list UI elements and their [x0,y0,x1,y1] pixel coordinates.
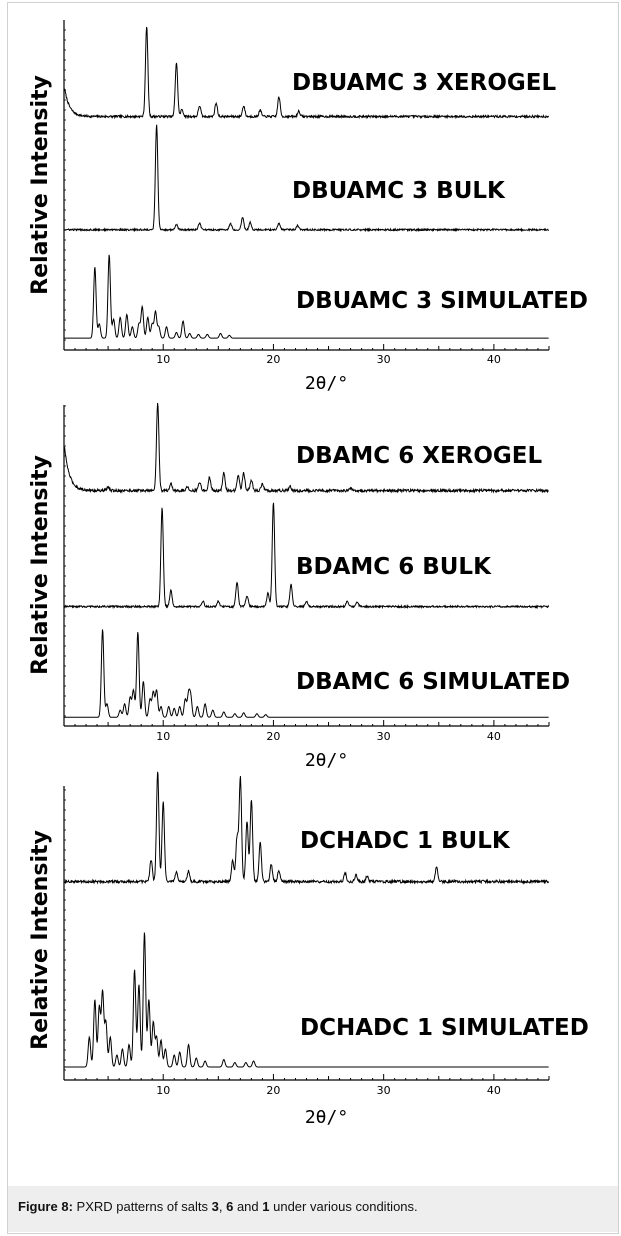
x-axis-label: 2θ/° [305,373,348,394]
x-axis-label: 2θ/° [305,750,348,771]
series-label-dchadc-1-simulated: DCHADC 1 SIMULATED [300,1015,589,1041]
caption-salt-3: 3 [211,1199,219,1214]
panel-dchadc-1: 10 20 30 40 2θ/° Relative Intensity DCHADC 1 B… [28,771,589,1128]
figure-frame [7,2,619,1234]
x-tick-label: 40 [487,353,501,366]
series-line-dbuamc-3-simulated [64,254,549,339]
caption-text-pre: PXRD patterns of salts [72,1199,212,1214]
x-tick-label: 40 [487,1084,501,1097]
series-label-dbuamc-3-simulated: DBUAMC 3 SIMULATED [296,288,588,314]
pxrd-figure: 10 20 30 40 2θ/° Relative Intensity DBUAMC 3 X… [28,20,589,1128]
x-axis-label: 2θ/° [305,1107,348,1128]
series-line-bdamc-6-bulk [64,502,550,610]
x-tick-label: 30 [377,353,391,366]
x-tick-label: 20 [266,1084,280,1097]
figure-caption: Figure 8: PXRD patterns of salts 3, 6 an… [8,1186,618,1232]
caption-sep-1: , [218,1199,227,1214]
x-tick-label: 10 [156,353,170,366]
x-tick-label: 30 [377,730,391,743]
series-line-dbuamc-3-xerogel [64,26,550,120]
series-line-dbuamc-3-bulk [64,124,549,233]
caption-sep-2: and [233,1199,263,1214]
series-label-bdamc-6-bulk: BDAMC 6 BULK [296,554,492,580]
x-tick-label: 20 [266,730,280,743]
series-line-dbamc-6-xerogel [64,402,549,494]
x-tick-label: 30 [377,1084,391,1097]
caption-label: Figure 8: [18,1199,73,1214]
x-tick-label: 40 [487,730,501,743]
panel-dbuamc-3: 10 20 30 40 2θ/° Relative Intensity DBUAMC 3 X… [28,20,588,394]
caption-text-post: under various conditions. [269,1199,418,1214]
series-line-dchadc-1-simulated [64,932,549,1068]
y-axis-label: Relative Intensity [28,830,53,1050]
series-line-dchadc-1-bulk [64,771,550,885]
series-label-dbuamc-3-bulk: DBUAMC 3 BULK [292,178,506,204]
x-tick-label: 10 [156,1084,170,1097]
series-label-dbamc-6-simulated: DBAMC 6 SIMULATED [296,669,570,695]
caption-salt-1: 1 [262,1199,270,1214]
series-line-dbamc-6-simulated [64,629,549,718]
series-label-dbamc-6-xerogel: DBAMC 6 XEROGEL [296,443,543,469]
panel-dbamc-6: 10 20 30 40 2θ/° Relative Intensity DBAMC 6 XE… [28,402,570,771]
x-tick-label: 10 [156,730,170,743]
y-axis-label: Relative Intensity [28,455,53,675]
caption-salt-6: 6 [226,1199,234,1214]
series-label-dbuamc-3-xerogel: DBUAMC 3 XEROGEL [292,70,556,96]
y-axis-label: Relative Intensity [28,75,53,295]
x-tick-label: 20 [266,353,280,366]
series-label-dchadc-1-bulk: DCHADC 1 BULK [300,828,511,854]
